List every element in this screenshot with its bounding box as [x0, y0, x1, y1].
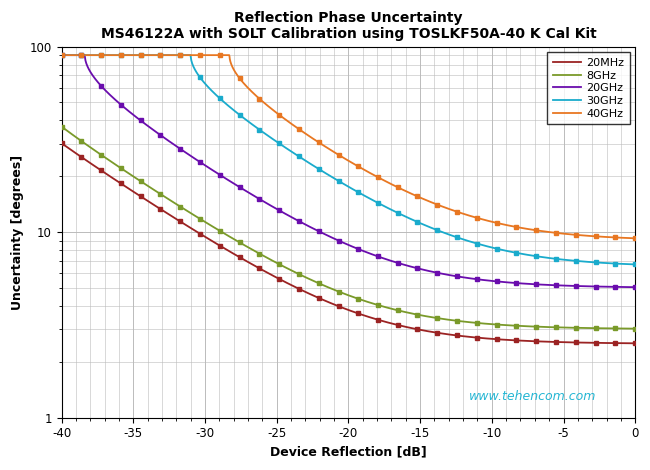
30GHz: [631, 262, 639, 267]
20MHz: [321, 298, 329, 304]
20GHz: [337, 239, 344, 244]
30GHz: [615, 261, 623, 266]
20GHz: [510, 280, 517, 286]
20MHz: [510, 337, 517, 343]
8GHz: [321, 283, 329, 289]
40GHz: [615, 235, 623, 241]
20MHz: [631, 340, 639, 346]
Line: 30GHz: 30GHz: [62, 55, 635, 265]
40GHz: [614, 235, 622, 241]
20MHz: [615, 340, 623, 346]
Line: 20MHz: 20MHz: [62, 143, 635, 343]
Line: 40GHz: 40GHz: [62, 55, 635, 238]
20GHz: [321, 232, 329, 237]
Y-axis label: Uncertainty [degrees]: Uncertainty [degrees]: [11, 155, 24, 310]
40GHz: [510, 224, 517, 229]
30GHz: [87, 52, 95, 58]
40GHz: [58, 52, 66, 58]
40GHz: [87, 52, 95, 58]
8GHz: [510, 323, 517, 329]
20GHz: [615, 284, 623, 290]
20MHz: [614, 340, 622, 346]
30GHz: [337, 179, 344, 185]
40GHz: [631, 235, 639, 241]
Legend: 20MHz, 8GHz, 20GHz, 30GHz, 40GHz: 20MHz, 8GHz, 20GHz, 30GHz, 40GHz: [547, 52, 630, 125]
40GHz: [337, 153, 344, 159]
8GHz: [58, 124, 66, 129]
20GHz: [631, 284, 639, 290]
20MHz: [87, 161, 95, 166]
8GHz: [87, 145, 95, 150]
30GHz: [614, 261, 622, 266]
Line: 20GHz: 20GHz: [62, 55, 635, 287]
20GHz: [614, 284, 622, 290]
20GHz: [58, 52, 66, 58]
8GHz: [614, 326, 622, 331]
30GHz: [510, 250, 517, 255]
8GHz: [631, 326, 639, 331]
8GHz: [615, 326, 623, 331]
30GHz: [321, 170, 329, 176]
Line: 8GHz: 8GHz: [62, 126, 635, 329]
20MHz: [337, 304, 344, 310]
30GHz: [58, 52, 66, 58]
20MHz: [58, 141, 66, 146]
40GHz: [321, 144, 329, 149]
8GHz: [337, 290, 344, 295]
X-axis label: Device Reflection [dB]: Device Reflection [dB]: [270, 446, 427, 459]
20GHz: [87, 70, 95, 76]
Title: Reflection Phase Uncertainty
MS46122A with SOLT Calibration using TOSLKF50A-40 K: Reflection Phase Uncertainty MS46122A wi…: [101, 11, 596, 41]
Text: www.tehencom.com: www.tehencom.com: [469, 390, 596, 403]
